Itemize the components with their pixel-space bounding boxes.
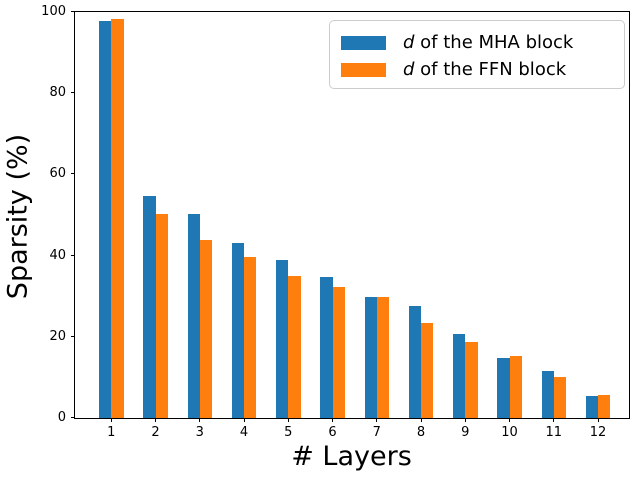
bar-ffn-layer-2 bbox=[155, 213, 168, 418]
bar-ffn-layer-3 bbox=[199, 239, 213, 418]
y-tick-mark bbox=[70, 254, 74, 256]
x-tick-mark bbox=[155, 418, 157, 423]
bar-ffn-layer-6 bbox=[332, 287, 345, 418]
bar-mha-layer-11 bbox=[541, 370, 554, 418]
bar-mha-layer-2 bbox=[143, 196, 156, 418]
bar-ffn-layer-1 bbox=[111, 19, 124, 418]
x-tick-label: 5 bbox=[284, 424, 293, 440]
x-tick-mark bbox=[509, 418, 511, 423]
x-tick-mark bbox=[464, 418, 466, 423]
x-tick-mark bbox=[376, 418, 378, 423]
bar-ffn-layer-7 bbox=[376, 296, 390, 418]
y-axis-title: Sparsity (%) bbox=[2, 133, 34, 300]
y-tick-label: 100 bbox=[41, 3, 66, 19]
bar-mha-layer-1 bbox=[99, 21, 112, 418]
x-tick-mark bbox=[332, 418, 334, 423]
y-tick-mark bbox=[70, 10, 74, 12]
legend-swatch-ffn bbox=[341, 62, 386, 77]
bar-mha-layer-5 bbox=[276, 259, 289, 418]
x-tick-label: 9 bbox=[461, 424, 470, 440]
legend: d of the MHA block d of the FFN block bbox=[329, 20, 625, 89]
bar-mha-layer-7 bbox=[364, 296, 377, 418]
x-tick-label: 12 bbox=[589, 424, 607, 440]
x-tick-label: 1 bbox=[107, 424, 116, 440]
bar-mha-layer-3 bbox=[187, 214, 200, 418]
bar-ffn-layer-9 bbox=[465, 342, 478, 418]
x-tick-mark bbox=[287, 418, 289, 423]
x-tick-label: 7 bbox=[372, 424, 381, 440]
x-tick-label: 11 bbox=[545, 424, 563, 440]
y-tick-label: 0 bbox=[57, 410, 66, 426]
bar-mha-layer-10 bbox=[497, 357, 510, 418]
bar-ffn-layer-4 bbox=[244, 257, 257, 418]
bar-mha-layer-9 bbox=[453, 334, 466, 418]
y-tick-mark bbox=[70, 417, 74, 419]
x-tick-mark bbox=[243, 418, 245, 423]
y-tick-label: 40 bbox=[49, 247, 66, 263]
legend-label: d of the FFN block bbox=[403, 59, 567, 80]
x-tick-mark bbox=[420, 418, 422, 423]
legend-item-ffn: d of the FFN block bbox=[341, 56, 614, 83]
bar-mha-layer-8 bbox=[408, 305, 422, 418]
x-tick-label: 3 bbox=[195, 424, 204, 440]
y-tick-label: 20 bbox=[49, 328, 66, 344]
x-tick-mark bbox=[110, 418, 112, 423]
y-tick-label: 60 bbox=[49, 166, 66, 182]
x-tick-label: 2 bbox=[151, 424, 160, 440]
x-tick-mark bbox=[199, 418, 201, 423]
y-tick-mark bbox=[70, 91, 74, 93]
x-tick-label: 6 bbox=[328, 424, 337, 440]
bar-mha-layer-6 bbox=[320, 276, 333, 418]
bar-ffn-layer-5 bbox=[288, 275, 301, 418]
bar-mha-layer-12 bbox=[585, 395, 599, 418]
x-axis-title: # Layers bbox=[291, 441, 412, 472]
x-tick-label: 10 bbox=[501, 424, 518, 440]
legend-item-mha: d of the MHA block bbox=[341, 29, 614, 56]
bar-ffn-layer-8 bbox=[421, 322, 434, 418]
x-tick-label: 4 bbox=[239, 424, 249, 440]
x-tick-mark bbox=[553, 418, 555, 423]
y-tick-mark bbox=[70, 173, 74, 175]
bar-mha-layer-4 bbox=[231, 242, 245, 418]
bar-ffn-layer-11 bbox=[553, 377, 567, 418]
y-tick-mark bbox=[70, 335, 74, 337]
x-tick-label: 8 bbox=[416, 424, 426, 440]
y-tick-label: 80 bbox=[49, 84, 66, 100]
legend-swatch-mha bbox=[341, 35, 386, 50]
x-tick-mark bbox=[597, 418, 599, 423]
legend-label: d of the MHA block bbox=[403, 32, 574, 53]
bar-ffn-layer-10 bbox=[509, 356, 522, 418]
bar-ffn-layer-12 bbox=[598, 395, 611, 418]
